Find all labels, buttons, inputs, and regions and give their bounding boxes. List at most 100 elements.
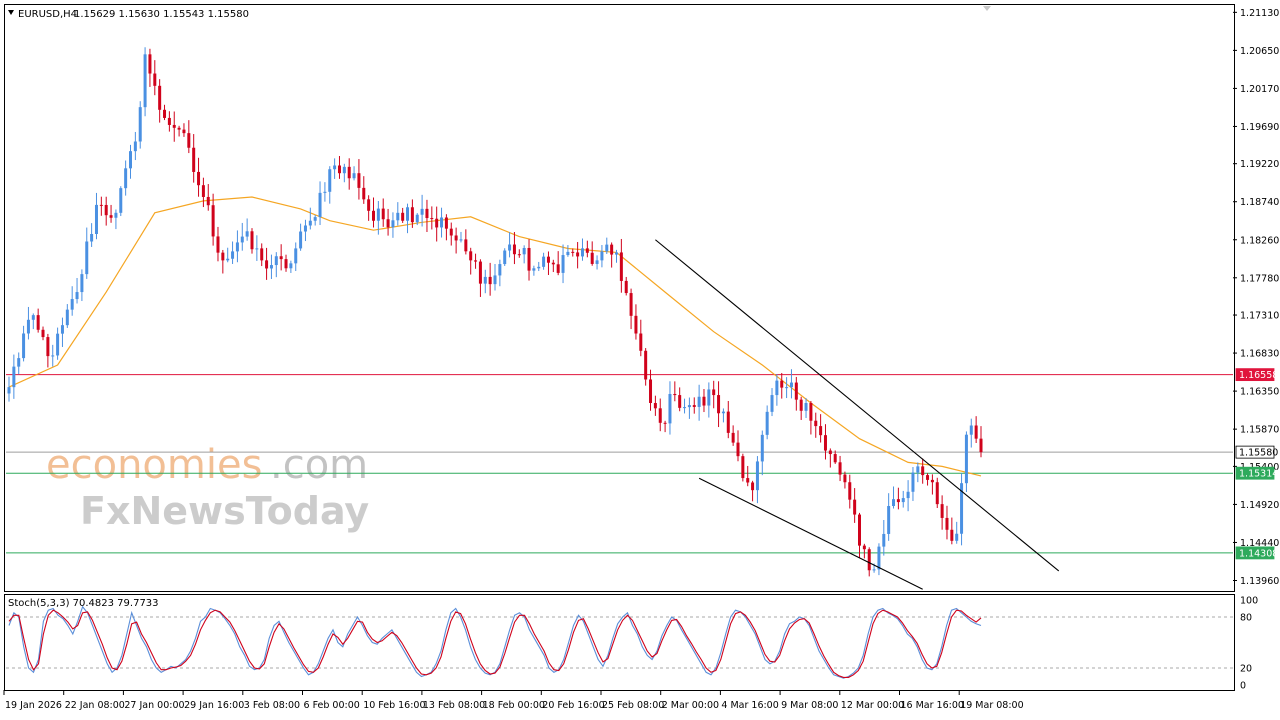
candle[interactable]: [206, 184, 210, 211]
candle[interactable]: [644, 348, 648, 386]
candle[interactable]: [775, 374, 779, 406]
candle[interactable]: [323, 182, 327, 202]
candle[interactable]: [926, 473, 930, 486]
candle[interactable]: [780, 372, 784, 399]
candle[interactable]: [133, 131, 137, 161]
candle[interactable]: [70, 286, 74, 316]
candle[interactable]: [653, 395, 657, 416]
candle[interactable]: [469, 247, 473, 275]
candle[interactable]: [828, 448, 832, 468]
candle[interactable]: [551, 259, 555, 273]
candle[interactable]: [717, 381, 721, 428]
candle[interactable]: [449, 222, 453, 246]
candle[interactable]: [294, 242, 298, 271]
candle[interactable]: [503, 248, 507, 266]
candle[interactable]: [372, 197, 375, 228]
candle[interactable]: [60, 317, 64, 347]
candle[interactable]: [867, 547, 871, 577]
candle[interactable]: [799, 396, 803, 420]
trendline[interactable]: [698, 477, 923, 590]
candle[interactable]: [697, 384, 701, 421]
candle[interactable]: [459, 231, 463, 243]
price-axis[interactable]: 1.21130 1.20650 1.20170 1.19690 1.19220 1.187…: [1233, 8, 1279, 587]
candle[interactable]: [260, 243, 264, 267]
candle[interactable]: [367, 195, 371, 221]
candle[interactable]: [819, 414, 823, 443]
candle[interactable]: [124, 160, 128, 196]
candle[interactable]: [85, 227, 89, 279]
candle[interactable]: [955, 521, 959, 544]
candle[interactable]: [731, 425, 735, 446]
candle[interactable]: [930, 474, 934, 495]
candle[interactable]: [663, 420, 667, 433]
candle[interactable]: [41, 326, 45, 341]
candle[interactable]: [313, 214, 317, 226]
candle[interactable]: [522, 245, 526, 264]
candle[interactable]: [94, 192, 98, 240]
candle[interactable]: [46, 333, 50, 368]
candle[interactable]: [853, 488, 857, 523]
candle[interactable]: [673, 381, 677, 402]
candle[interactable]: [537, 261, 541, 272]
candle[interactable]: [707, 382, 711, 418]
candle[interactable]: [99, 196, 103, 216]
candle[interactable]: [109, 204, 113, 223]
candle[interactable]: [148, 48, 152, 87]
candle[interactable]: [498, 259, 502, 287]
candle[interactable]: [420, 194, 424, 227]
candle[interactable]: [226, 247, 230, 263]
candle[interactable]: [245, 218, 249, 241]
candle[interactable]: [605, 237, 609, 254]
candle[interactable]: [687, 397, 691, 419]
candle[interactable]: [527, 239, 531, 281]
candle[interactable]: [634, 304, 638, 340]
candle[interactable]: [328, 166, 332, 204]
candle[interactable]: [979, 426, 983, 458]
candle[interactable]: [770, 388, 774, 417]
candle[interactable]: [435, 206, 439, 242]
candle[interactable]: [410, 199, 414, 228]
candle[interactable]: [430, 206, 434, 230]
candle[interactable]: [858, 512, 861, 558]
candle[interactable]: [921, 458, 925, 484]
candle[interactable]: [945, 505, 949, 540]
candle[interactable]: [906, 480, 910, 512]
candle[interactable]: [153, 60, 157, 96]
candle[interactable]: [678, 387, 682, 412]
candle[interactable]: [221, 249, 225, 274]
candle[interactable]: [177, 125, 181, 137]
candle[interactable]: [119, 186, 123, 217]
candle[interactable]: [401, 207, 405, 223]
candle[interactable]: [90, 223, 94, 247]
candle[interactable]: [848, 474, 852, 509]
candle[interactable]: [561, 244, 565, 284]
candle[interactable]: [629, 288, 633, 330]
candle[interactable]: [624, 276, 628, 296]
candle[interactable]: [590, 241, 594, 266]
candle[interactable]: [789, 369, 793, 399]
candle[interactable]: [882, 519, 886, 556]
candle[interactable]: [425, 199, 429, 233]
candle[interactable]: [566, 245, 570, 257]
candle[interactable]: [56, 327, 60, 360]
trendlines[interactable]: [655, 239, 1060, 590]
candle[interactable]: [31, 313, 35, 330]
candle[interactable]: [478, 259, 482, 297]
candle[interactable]: [619, 238, 623, 293]
candle[interactable]: [143, 47, 147, 117]
candle[interactable]: [362, 176, 366, 204]
candle[interactable]: [508, 232, 512, 258]
candle[interactable]: [51, 344, 55, 367]
candle[interactable]: [935, 477, 939, 509]
candle[interactable]: [231, 241, 235, 264]
candle[interactable]: [104, 196, 108, 226]
candle[interactable]: [760, 430, 764, 476]
candle[interactable]: [274, 252, 278, 278]
candle[interactable]: [347, 158, 351, 190]
candle[interactable]: [265, 247, 269, 280]
shift-marker-icon[interactable]: [983, 6, 991, 11]
candle[interactable]: [114, 209, 118, 230]
candle[interactable]: [785, 377, 789, 399]
candle[interactable]: [916, 462, 920, 483]
